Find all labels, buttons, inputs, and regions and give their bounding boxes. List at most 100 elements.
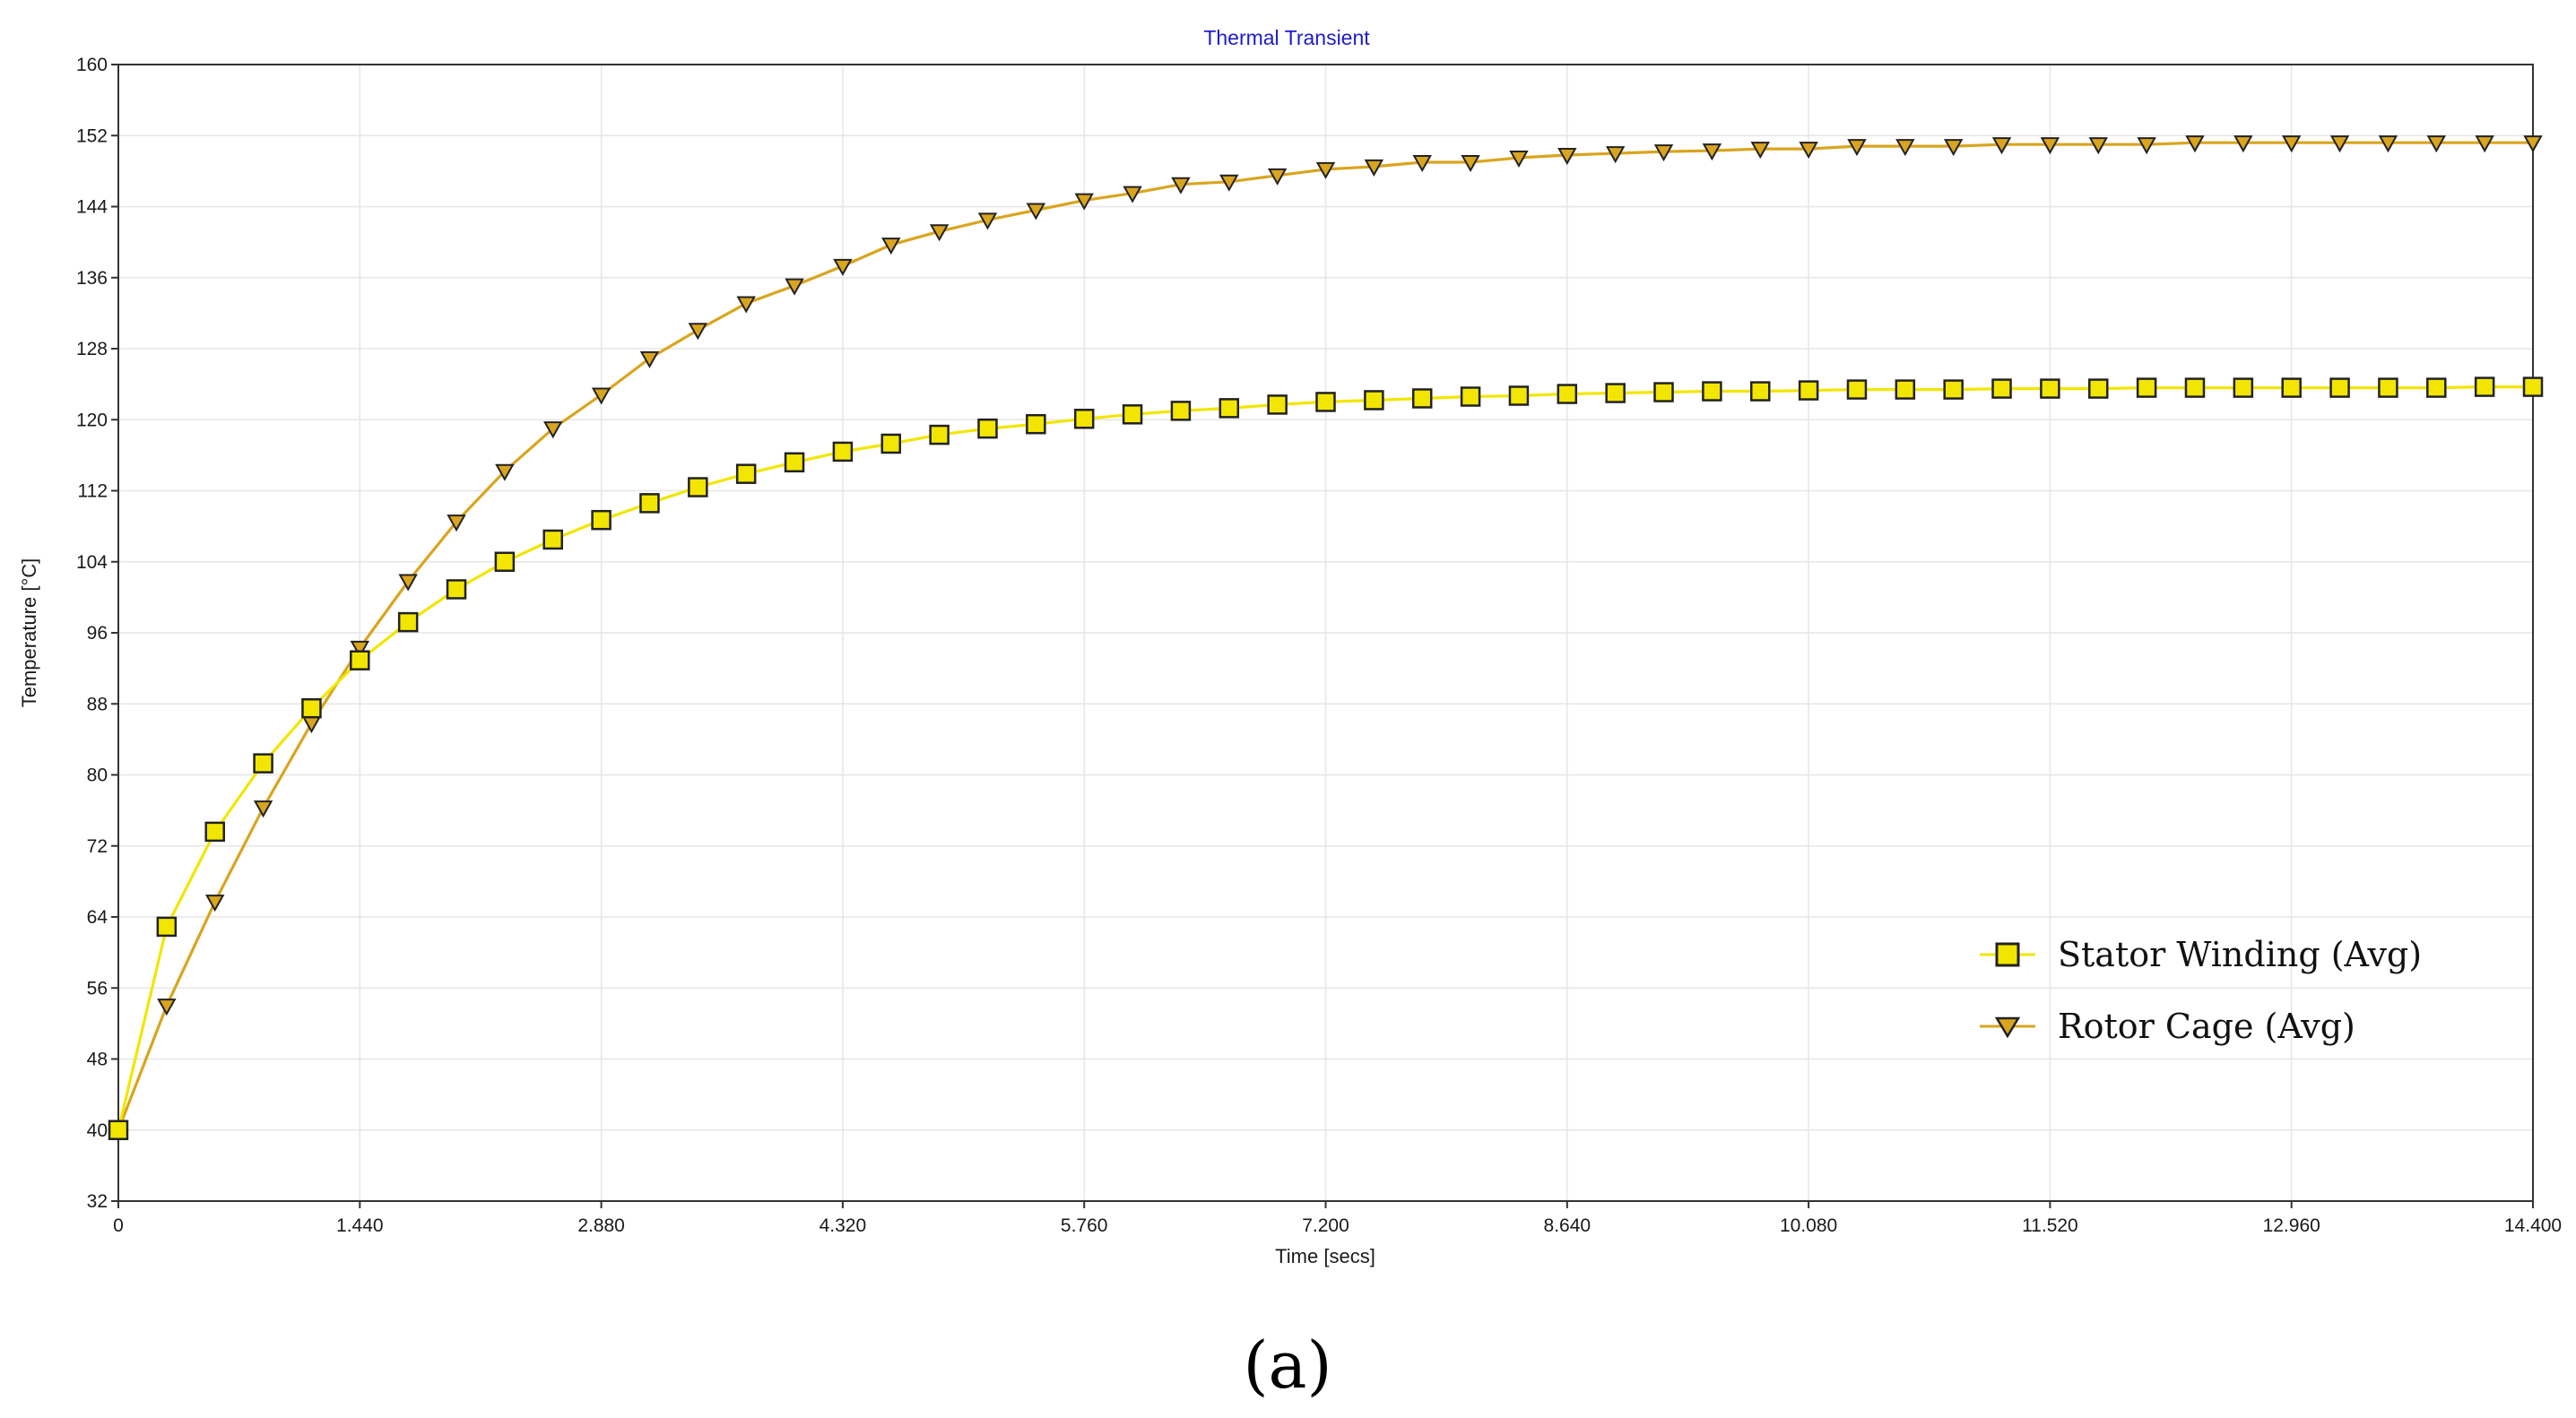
stator-data-point xyxy=(397,611,419,633)
rotor-data-point xyxy=(2378,135,2398,153)
stator-data-point xyxy=(2281,377,2302,398)
rotor-data-point xyxy=(1123,186,1142,203)
rotor-data-point xyxy=(736,296,756,314)
stator-data-point xyxy=(204,821,225,843)
rotor-data-point xyxy=(350,640,370,658)
x-tick-label: 12.960 xyxy=(2263,1215,2320,1236)
x-tick-label: 1.440 xyxy=(336,1215,384,1236)
rotor-data-point xyxy=(2281,135,2302,153)
y-tick-label: 72 xyxy=(87,836,108,857)
stator-data-point xyxy=(735,463,757,484)
x-axis-tick-labels: 0 1.440 2.880 4.320 5.760 7.200 8.640 10.080 11.… xyxy=(113,1215,2562,1236)
stator-data-point xyxy=(2088,378,2109,399)
stator-data-point xyxy=(784,452,805,473)
rotor-data-point xyxy=(1412,154,1432,173)
stator-data-point xyxy=(2136,377,2157,398)
y-tick-label: 144 xyxy=(76,197,108,218)
x-tick-label: 8.640 xyxy=(1544,1215,1592,1236)
stator-data-point xyxy=(1653,382,1674,402)
y-tick-label: 104 xyxy=(76,552,108,573)
stator-data-point xyxy=(2522,376,2544,397)
rotor-data-point xyxy=(1557,148,1577,166)
stator-data-point xyxy=(1170,401,1192,421)
x-tick-label: 2.880 xyxy=(577,1215,625,1236)
rotor-data-point xyxy=(2185,135,2205,153)
rotor-data-point xyxy=(1750,142,1770,160)
legend-triangle-down-icon xyxy=(1994,1016,2021,1039)
y-tick-label: 120 xyxy=(76,410,108,430)
x-tick-label: 10.080 xyxy=(1780,1215,1837,1236)
stator-data-point xyxy=(1267,394,1288,415)
y-tick-label: 136 xyxy=(76,268,108,289)
stator-data-point xyxy=(1605,383,1626,403)
stator-data-point xyxy=(977,418,998,439)
legend: Stator Winding (Avg) Rotor Cage (Avg) xyxy=(1980,935,2422,1046)
series-stator xyxy=(108,376,2544,1140)
rotor-data-point xyxy=(1364,159,1384,177)
rotor-data-point xyxy=(2475,135,2494,153)
y-axis-tick-labels: 32 40 48 56 64 72 80 88 96 104 112 120 128 136 144 152 1… xyxy=(76,55,108,1212)
rotor-data-point xyxy=(1315,161,1336,179)
y-tick-label: 48 xyxy=(87,1050,108,1070)
rotor-data-point xyxy=(2426,135,2446,153)
rotor-data-point xyxy=(785,278,804,296)
rotor-data-point xyxy=(1171,177,1191,195)
y-tick-label: 152 xyxy=(76,125,108,146)
stator-data-point xyxy=(1508,385,1530,406)
x-tick-label: 5.760 xyxy=(1061,1215,1108,1236)
y-tick-label: 32 xyxy=(87,1191,108,1212)
x-tick-label: 4.320 xyxy=(820,1215,867,1236)
rotor-data-point xyxy=(1026,203,1046,220)
rotor-data-point xyxy=(639,350,660,368)
rotor-data-point xyxy=(1702,143,1722,161)
stator-data-point xyxy=(2378,377,2398,398)
stator-data-point xyxy=(1846,379,1868,400)
rotor-data-point xyxy=(1895,139,1915,157)
rotor-data-point xyxy=(1605,146,1626,164)
stator-data-point xyxy=(108,1120,129,1140)
stator-data-point xyxy=(2426,377,2447,398)
y-tick-label: 40 xyxy=(87,1120,108,1141)
stator-data-point xyxy=(2474,376,2495,397)
stator-data-point xyxy=(1460,386,1481,407)
rotor-data-point xyxy=(157,999,177,1016)
stator-data-point xyxy=(2040,378,2060,399)
rotor-data-point xyxy=(1219,174,1239,192)
stator-data-point xyxy=(1315,392,1336,412)
rotor-data-point xyxy=(2233,135,2253,153)
x-tick-label: 7.200 xyxy=(1302,1215,1349,1236)
panel-label: (a) xyxy=(1243,1327,1331,1403)
rotor-data-point xyxy=(2040,137,2060,155)
stator-data-point xyxy=(1749,381,1771,402)
rotor-data-point xyxy=(495,463,515,481)
rotor-data-point xyxy=(833,258,853,276)
y-tick-label: 112 xyxy=(78,481,108,502)
y-tick-label: 88 xyxy=(87,694,108,714)
y-tick-label: 80 xyxy=(87,765,108,786)
x-tick-label: 11.520 xyxy=(2022,1215,2078,1236)
series-rotor xyxy=(108,135,2543,1140)
stator-data-point xyxy=(591,509,611,531)
stator-data-point xyxy=(832,441,854,463)
stator-data-point xyxy=(1026,413,1046,435)
rotor-data-point xyxy=(1653,144,1674,162)
y-tick-label: 96 xyxy=(87,623,108,644)
rotor-data-point xyxy=(1847,139,1867,157)
stator-data-point xyxy=(446,579,467,600)
rotor-data-point xyxy=(929,224,950,242)
y-tick-label: 64 xyxy=(87,907,108,928)
rotor-data-point xyxy=(205,895,225,912)
stator-data-point xyxy=(1702,381,1722,402)
y-tick-label: 56 xyxy=(87,978,108,999)
legend-label-stator: Stator Winding (Avg) xyxy=(2058,935,2422,974)
rotor-data-point xyxy=(881,238,901,255)
rotor-data-point xyxy=(1799,142,1818,160)
rotor-data-point xyxy=(1509,151,1529,169)
stator-data-point xyxy=(1991,378,2012,399)
rotor-data-point xyxy=(2523,135,2543,153)
rotor-data-point xyxy=(2137,137,2156,155)
legend-label-rotor: Rotor Cage (Avg) xyxy=(2058,1007,2355,1046)
stator-data-point xyxy=(542,529,563,550)
y-tick-label: 128 xyxy=(76,339,108,359)
